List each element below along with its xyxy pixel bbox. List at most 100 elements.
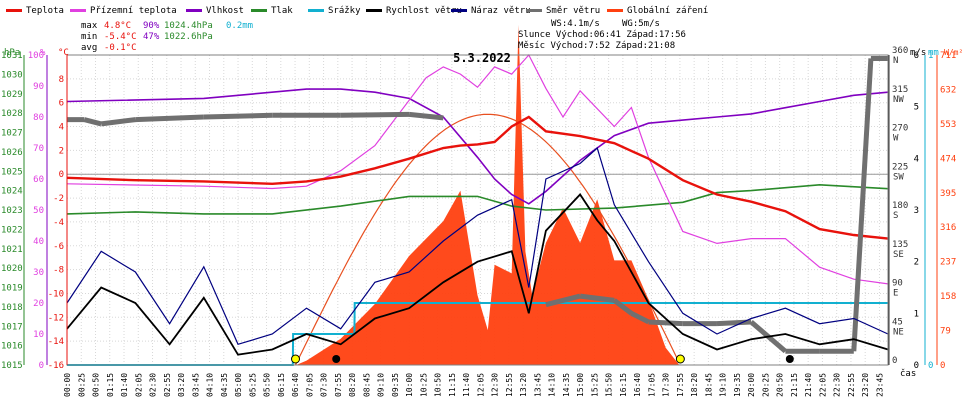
- axis-x-tick: 11:40: [462, 373, 471, 397]
- axis-x-tick: 07:55: [334, 373, 343, 397]
- axis-dir-tick: 360: [892, 46, 908, 56]
- moon-marker: [785, 355, 794, 363]
- axis-x-tick: 13:45: [533, 373, 542, 397]
- axis-rad-tick: 316: [940, 223, 956, 233]
- axis-pct-tick: 100: [28, 51, 44, 61]
- legend-label: Náraz větru: [471, 6, 531, 16]
- axis-rad-tick: 553: [940, 120, 956, 130]
- series-smer-vetru: [100, 117, 136, 127]
- legend-swatch: [6, 9, 22, 12]
- stats-max-hum: 90%: [143, 21, 160, 31]
- axis-x-tick: 04:10: [206, 373, 215, 397]
- axis-hpa-tick: 1030: [1, 70, 23, 80]
- axis-dir-label: SW: [893, 172, 904, 182]
- stats-max-temp: 4.8°C: [104, 21, 131, 31]
- legend-label: Rychlost větru: [386, 6, 462, 16]
- legend-swatch: [186, 9, 202, 12]
- axis-x-tick: 18:45: [704, 373, 713, 397]
- axis-hpa-tick: 1020: [1, 264, 23, 274]
- series-smer-vetru: [630, 311, 650, 325]
- series-vlhkost: [66, 88, 889, 205]
- axis-x-tick: 03:20: [177, 373, 186, 397]
- legend-swatch: [308, 9, 324, 12]
- axis-dir-label: N: [893, 56, 898, 66]
- axis-x-tick: 07:30: [320, 373, 329, 397]
- info-moon: Měsíc Východ:7:52 Západ:21:08: [518, 41, 675, 51]
- axis-x-tick: 08:45: [362, 373, 371, 397]
- axis-ms-tick: 5: [914, 103, 919, 113]
- moon-marker: [332, 355, 341, 363]
- series-smer-vetru: [340, 111, 410, 118]
- axis-hpa-tick: 1019: [1, 284, 23, 294]
- axis-pct-tick: 0: [39, 361, 44, 371]
- axis-dir-tick: 90: [892, 279, 903, 289]
- axis-x-tick: 22:30: [833, 373, 842, 397]
- axis-pct-tick: 90: [33, 82, 44, 92]
- axis-x-tick: 18:20: [690, 373, 699, 397]
- axis-x-tick: 17:30: [662, 373, 671, 397]
- axis-dir-label: S: [893, 211, 898, 221]
- series-smer-vetru: [83, 117, 102, 127]
- axis-dir-tick: 45: [892, 317, 903, 327]
- axis-x-tick: 03:45: [191, 373, 200, 397]
- axis-hpa-tick: 1021: [1, 245, 23, 255]
- axis-hpa-unit: hPa: [4, 48, 20, 58]
- axis-hpa-tick: 1023: [1, 206, 23, 216]
- axis-ms-tick: 0: [914, 361, 919, 371]
- series-smer-vetru: [851, 58, 874, 352]
- axis-pct-tick: 70: [33, 144, 44, 154]
- axis-x-tick: 13:20: [519, 373, 528, 397]
- axis-dir-tick: 135: [892, 240, 908, 250]
- axis-c-unit: °C: [58, 48, 69, 58]
- axis-x-tick: 11:15: [448, 373, 457, 397]
- axis-c-tick: -6: [53, 242, 64, 252]
- axis-rad-tick: 237: [940, 258, 956, 268]
- axis-c-tick: 4: [59, 123, 64, 133]
- stats-min-label: min: [81, 32, 97, 42]
- axis-x-tick: 05:00: [234, 373, 243, 397]
- axis-x-tick: 16:15: [619, 373, 628, 397]
- axis-rad-tick: 711: [940, 51, 956, 61]
- axes-layer: hPa% °C1031103010291028102710261025102410…: [1, 46, 963, 397]
- axis-dir-tick: 225: [892, 162, 908, 172]
- sun-marker: [675, 354, 685, 364]
- axis-c-tick: -12: [48, 313, 64, 323]
- axis-c-tick: 6: [59, 99, 64, 109]
- legend-swatch: [451, 9, 467, 12]
- axis-dir-label: NE: [893, 327, 904, 337]
- axis-hpa-tick: 1017: [1, 322, 23, 332]
- series-rychlost-vetru: [66, 193, 889, 356]
- axis-dir-tick: 315: [892, 85, 908, 95]
- axis-pct-unit: %: [40, 48, 46, 58]
- axis-hpa-tick: 1022: [1, 225, 23, 235]
- axis-x-tick: 20:00: [747, 373, 756, 397]
- axis-hpa-tick: 1029: [1, 90, 23, 100]
- stats-max-label: max: [81, 21, 98, 31]
- axis-ms-unit: m/s: [910, 48, 926, 58]
- axis-x-tick: 10:50: [434, 373, 443, 397]
- axis-rad-tick: 79: [940, 327, 951, 337]
- axis-dir-tick: 0: [892, 356, 897, 366]
- axis-hpa-tick: 1026: [1, 148, 23, 158]
- axis-dir-label: E: [893, 289, 898, 299]
- axis-ms-tick: 1: [914, 309, 919, 319]
- axis-rad-tick: 474: [940, 154, 956, 164]
- axis-x-tick: 23:20: [861, 373, 870, 397]
- axis-dir-tick: 180: [892, 201, 908, 211]
- stats-avg-temp: -0.1°C: [104, 43, 137, 53]
- sun-marker: [291, 354, 301, 364]
- legend-swatch: [251, 9, 267, 12]
- axis-c-tick: 8: [59, 75, 64, 85]
- axis-x-tick: 05:25: [248, 373, 257, 397]
- axis-x-tick: 10:00: [405, 373, 414, 397]
- axis-x-tick: 14:35: [562, 373, 571, 397]
- axis-hpa-tick: 1024: [1, 187, 23, 197]
- series-smer-vetru: [612, 298, 633, 316]
- axis-hpa-tick: 1027: [1, 129, 23, 139]
- legend-layer: Teplota Přízemní teplota Vlhkost Tlak Srážky…: [6, 6, 708, 53]
- grid: [66, 55, 888, 366]
- axis-dir-label: W: [893, 134, 899, 144]
- series-naraz-vetru: [66, 146, 889, 346]
